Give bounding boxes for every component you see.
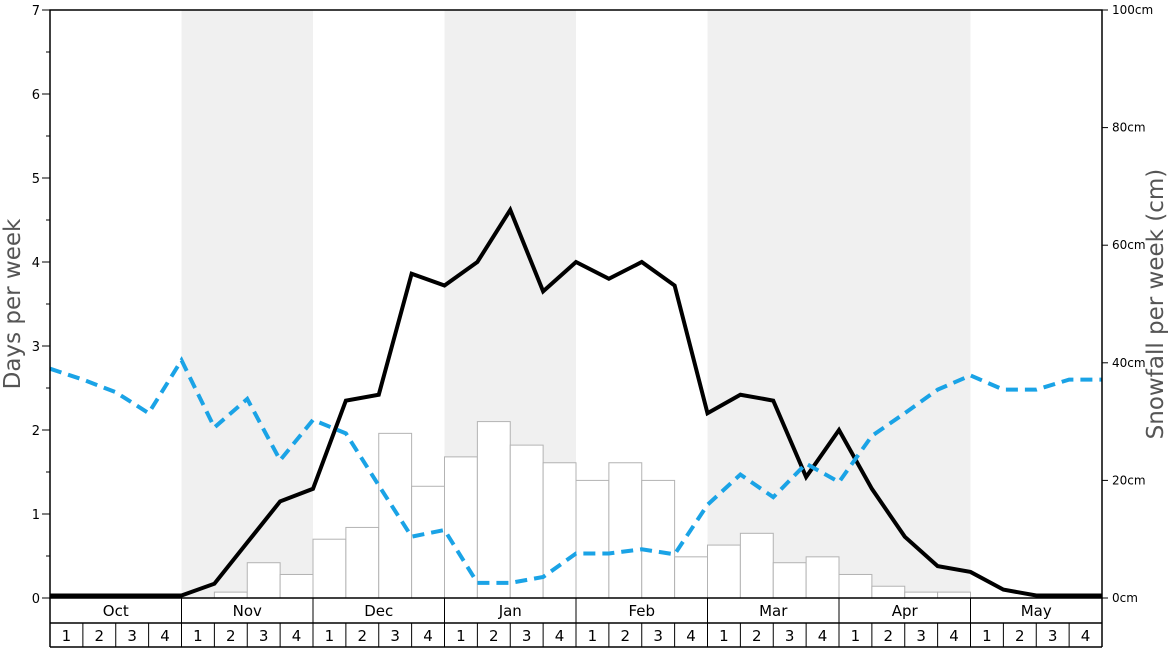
snowfall-bar [904, 591, 939, 599]
week-label: 1 [851, 627, 861, 645]
snowfall-bar [542, 462, 577, 599]
dashed-line-series [49, 356, 1102, 585]
snowfall-bar [739, 532, 774, 599]
week-label: 4 [292, 627, 302, 645]
snowfall-bar [345, 526, 380, 599]
left-tick-label: 4 [32, 256, 40, 271]
left-tick-label: 5 [32, 172, 40, 187]
week-label: 1 [325, 627, 335, 645]
right-tick-label: 20cm [1112, 473, 1146, 487]
snowfall-bar [937, 591, 971, 599]
month-band-mar [707, 10, 839, 598]
snowfall-bar [871, 585, 906, 599]
snowfall-bar [707, 544, 741, 599]
right-tick-label: 80cm [1112, 121, 1146, 135]
week-label: 4 [1081, 627, 1091, 645]
week-label: 4 [949, 627, 959, 645]
left-axis-title: Days per week [0, 218, 26, 389]
snowfall-bar [772, 562, 807, 599]
snowfall-bar [674, 556, 708, 599]
week-label: 2 [1015, 627, 1025, 645]
snowfall-bar [641, 479, 676, 599]
snowfall-bar [476, 421, 511, 599]
week-label: 4 [686, 627, 696, 645]
week-label: 4 [555, 627, 565, 645]
week-label: 4 [160, 627, 170, 645]
month-label-feb: Feb [628, 602, 655, 620]
week-label: 2 [884, 627, 894, 645]
week-label: 2 [358, 627, 368, 645]
left-tick-label: 1 [32, 508, 40, 523]
week-label: 2 [621, 627, 631, 645]
week-label: 1 [719, 627, 729, 645]
week-label: 2 [95, 627, 105, 645]
right-tick-label: 40cm [1112, 356, 1146, 370]
snowfall-bar [246, 562, 281, 599]
week-label: 3 [522, 627, 532, 645]
week-label: 2 [752, 627, 762, 645]
week-label: 1 [193, 627, 203, 645]
week-label: 3 [1048, 627, 1058, 645]
month-label-may: May [1021, 602, 1052, 620]
snowfall-bar [312, 538, 347, 599]
month-label-jan: Jan [498, 602, 522, 620]
week-label: 4 [818, 627, 828, 645]
snowfall-bar [805, 556, 840, 599]
snowfall-bar [608, 462, 643, 599]
right-tick-label: 100cm [1112, 3, 1153, 17]
week-label: 1 [588, 627, 598, 645]
left-tick-label: 3 [32, 340, 40, 355]
right-axis-title: Snowfall per week (cm) [1143, 169, 1168, 440]
month-label-apr: Apr [892, 602, 919, 620]
month-band-apr [839, 10, 971, 598]
left-tick-label: 0 [32, 592, 40, 607]
week-label: 2 [489, 627, 499, 645]
week-label: 3 [259, 627, 269, 645]
snowfall-bar [378, 432, 413, 599]
week-label: 1 [62, 627, 72, 645]
solid-line-series [50, 205, 1102, 598]
week-label: 3 [390, 627, 400, 645]
snowfall-bar [838, 573, 873, 599]
week-label: 3 [785, 627, 795, 645]
left-tick-label: 2 [32, 424, 40, 439]
month-label-nov: Nov [233, 602, 262, 620]
snowfall-bar [279, 573, 314, 599]
month-label-dec: Dec [364, 602, 393, 620]
week-label: 3 [916, 627, 926, 645]
week-label: 3 [127, 627, 137, 645]
week-label: 2 [226, 627, 236, 645]
week-label: 1 [982, 627, 992, 645]
month-label-oct: Oct [103, 602, 129, 620]
right-tick-label: 60cm [1112, 238, 1146, 252]
week-label: 1 [456, 627, 466, 645]
right-tick-label: 0cm [1112, 591, 1138, 605]
snowfall-bar [213, 591, 248, 599]
month-band-nov [181, 10, 313, 598]
left-tick-label: 6 [32, 88, 40, 103]
week-label: 4 [423, 627, 433, 645]
left-tick-label: 7 [32, 4, 40, 19]
week-label: 3 [653, 627, 663, 645]
month-label-mar: Mar [759, 602, 788, 620]
snowfall-bar [509, 444, 544, 599]
snowfall-bar [411, 485, 445, 599]
snowfall-bar [575, 479, 610, 599]
